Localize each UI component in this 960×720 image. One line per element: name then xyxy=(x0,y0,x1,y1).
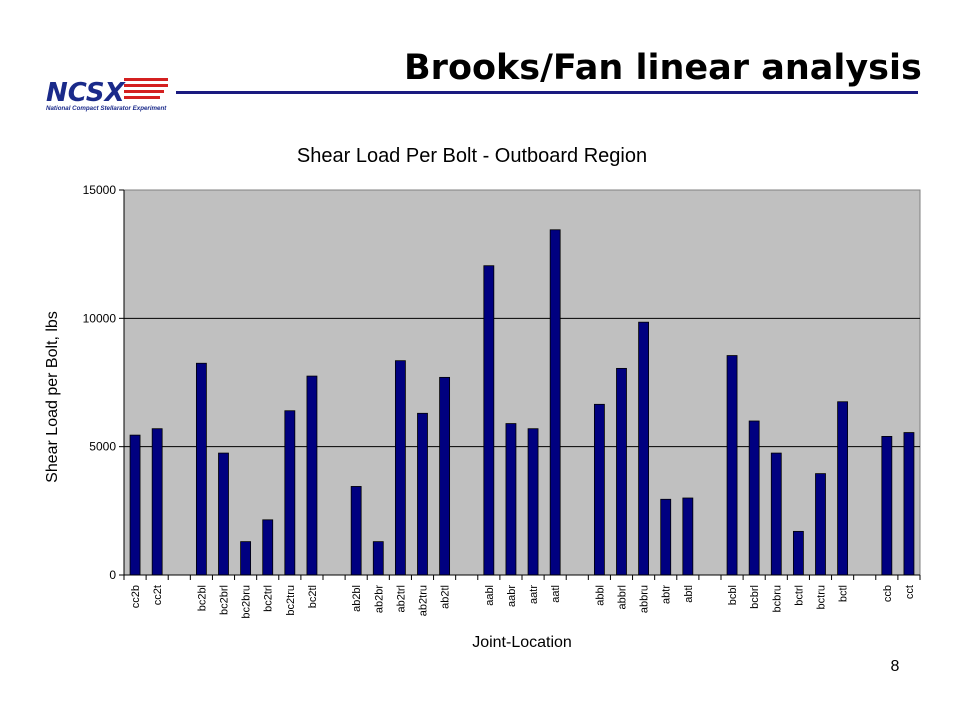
logo-wordmark: NCSX xyxy=(46,78,127,108)
x-tick-label: bcbl xyxy=(727,585,739,605)
bar-ccb xyxy=(881,435,893,576)
plot-area xyxy=(123,189,921,576)
x-tick-label: abbl xyxy=(594,585,606,606)
x-tick-label: bc2trl xyxy=(263,585,275,612)
x-tick-label: bc2tl xyxy=(307,585,319,608)
x-tick-label: bctrl xyxy=(793,585,805,606)
bar-ab2tru xyxy=(417,412,428,576)
bar-ab2br xyxy=(372,541,384,576)
bar-bctl xyxy=(837,401,849,576)
ncsx-logo: NCSX National Compact Stellarator Experi… xyxy=(46,78,168,112)
x-tick-label: abbru xyxy=(639,585,651,613)
logo-subtitle: National Compact Stellarator Experiment xyxy=(46,105,167,112)
x-tick-label: bcbrl xyxy=(749,585,761,609)
x-tick-label: bcbru xyxy=(771,585,783,613)
bars xyxy=(129,229,915,576)
bar-bctru xyxy=(815,473,826,576)
x-tick-label: ab2bl xyxy=(351,585,363,612)
x-tick-label: ccb xyxy=(882,585,894,602)
x-tick-label: aatr xyxy=(528,585,540,604)
x-axis: cc2b cc2t bc2bl bc2brl bc2bru bc2trl bc2tru bc2… xyxy=(123,574,921,619)
y-tick-label: 0 xyxy=(109,568,116,582)
bar-bcbl xyxy=(726,355,738,576)
y-axis-title: Shear Load per Bolt, lbs xyxy=(44,311,61,483)
x-tick-label: bc2bl xyxy=(196,585,208,611)
x-tick-label: cc2b xyxy=(130,585,142,608)
bar-aatr xyxy=(527,428,539,576)
bar-aabl xyxy=(483,265,495,576)
bar-cc2b xyxy=(129,434,141,576)
bar-ab2tl xyxy=(439,376,451,576)
x-tick-label: aabr xyxy=(506,585,518,607)
x-tick-label: abbrl xyxy=(617,585,629,609)
y-axis: 0 5000 10000 15000 xyxy=(83,183,125,582)
x-axis-title: Joint-Location xyxy=(472,634,572,651)
bar-ab2trl xyxy=(394,360,406,576)
x-tick-label: bctl xyxy=(838,585,850,602)
bar-abbl xyxy=(593,403,605,576)
bar-bcbrl xyxy=(748,420,760,576)
bar-abtl xyxy=(682,497,694,576)
x-tick-label: abtl xyxy=(683,585,695,603)
x-tick-label: bc2bru xyxy=(241,585,253,619)
logo-stripes xyxy=(124,78,168,99)
x-tick-label: bctru xyxy=(816,585,828,609)
x-tick-label: cct xyxy=(904,585,916,599)
slide-title: Brooks/Fan linear analysis xyxy=(404,48,922,88)
bar-abtr xyxy=(660,498,672,576)
y-tick-label: 5000 xyxy=(89,440,116,454)
x-tick-label: ab2tru xyxy=(418,585,430,616)
x-tick-label: ab2br xyxy=(373,585,385,613)
x-tick-label: aabl xyxy=(484,585,496,606)
bar-bc2bl xyxy=(195,362,207,576)
bar-cc2t xyxy=(151,428,163,576)
page-number: 8 xyxy=(890,658,900,675)
bar-bc2trl xyxy=(262,519,274,576)
x-tick-label: cc2t xyxy=(152,585,164,605)
bar-aabr xyxy=(505,423,517,576)
bar-bc2tru xyxy=(284,410,296,576)
bar-cct xyxy=(903,432,915,576)
y-tick-label: 15000 xyxy=(83,183,117,197)
bar-bcbru xyxy=(770,452,782,576)
x-tick-label: bc2brl xyxy=(219,585,231,615)
bar-bc2bru xyxy=(240,541,252,576)
bar-abbrl xyxy=(616,367,627,576)
gridlines xyxy=(124,317,920,448)
x-tick-label: ab2tl xyxy=(440,585,452,609)
title-rule xyxy=(176,91,918,94)
bar-abbru xyxy=(638,321,650,576)
bar-bc2brl xyxy=(218,452,229,576)
bar-ab2bl xyxy=(350,486,362,576)
bar-bc2tl xyxy=(306,375,318,576)
x-tick-label: aatl xyxy=(550,585,562,603)
bar-bctrl xyxy=(792,530,804,576)
y-tick-label: 10000 xyxy=(83,311,117,325)
bar-aatl xyxy=(549,229,561,576)
x-tick-label: abtr xyxy=(661,585,673,604)
chart-title: Shear Load Per Bolt - Outboard Region xyxy=(297,145,647,167)
x-tick-label: ab2trl xyxy=(395,585,407,613)
x-tick-label: bc2tru xyxy=(285,585,297,616)
